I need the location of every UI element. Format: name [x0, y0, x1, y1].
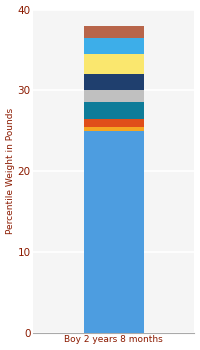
Bar	[84, 119, 144, 127]
Y-axis label: Percentile Weight in Pounds: Percentile Weight in Pounds	[6, 108, 15, 234]
Bar	[84, 54, 144, 74]
Bar	[84, 127, 144, 131]
Bar	[84, 131, 144, 332]
Bar	[84, 103, 144, 119]
Bar	[84, 38, 144, 54]
Bar	[84, 74, 144, 90]
Bar	[84, 26, 144, 38]
Bar	[84, 90, 144, 103]
